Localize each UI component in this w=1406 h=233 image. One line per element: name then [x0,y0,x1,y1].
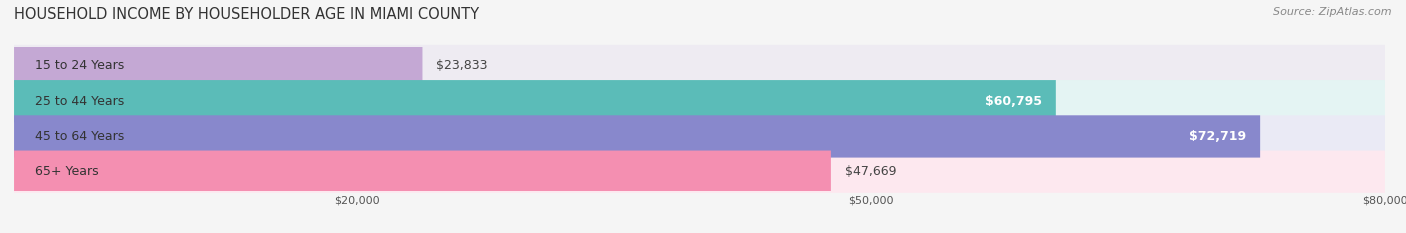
FancyBboxPatch shape [14,45,1385,87]
Text: 25 to 44 Years: 25 to 44 Years [35,95,124,108]
FancyBboxPatch shape [14,45,422,87]
Text: 65+ Years: 65+ Years [35,165,98,178]
Text: 15 to 24 Years: 15 to 24 Years [35,59,124,72]
Text: Source: ZipAtlas.com: Source: ZipAtlas.com [1274,7,1392,17]
FancyBboxPatch shape [14,115,1385,158]
Text: $47,669: $47,669 [845,165,896,178]
Text: $60,795: $60,795 [986,95,1042,108]
FancyBboxPatch shape [14,151,831,193]
FancyBboxPatch shape [14,115,1260,158]
FancyBboxPatch shape [14,151,1385,193]
Text: 45 to 64 Years: 45 to 64 Years [35,130,124,143]
FancyBboxPatch shape [14,80,1385,122]
Text: $72,719: $72,719 [1189,130,1247,143]
Text: HOUSEHOLD INCOME BY HOUSEHOLDER AGE IN MIAMI COUNTY: HOUSEHOLD INCOME BY HOUSEHOLDER AGE IN M… [14,7,479,22]
Text: $23,833: $23,833 [436,59,488,72]
FancyBboxPatch shape [14,80,1056,122]
